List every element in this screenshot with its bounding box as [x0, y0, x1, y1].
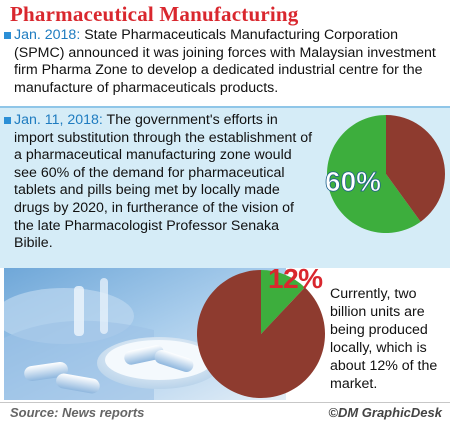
- note-text: Currently, two billion units are being p…: [330, 286, 438, 392]
- credit-label: ©DM GraphicDesk: [328, 405, 442, 420]
- pie-slice-remainder: [196, 270, 325, 398]
- news-item-text: The government's efforts in import subst…: [14, 112, 313, 252]
- pie-label: 12%: [268, 263, 323, 294]
- pie-label: 60%: [325, 166, 381, 197]
- news-item-date: Jan. 2018:: [14, 27, 81, 43]
- source-label: Source: News reports: [10, 405, 145, 420]
- pie-slice-share: [261, 270, 305, 334]
- news-item-date: Jan. 11, 2018:: [14, 112, 103, 128]
- page-title: Pharmaceutical Manufacturing: [10, 2, 299, 26]
- bullet-icon: [4, 32, 11, 39]
- pie-slice-share: [326, 115, 421, 233]
- pie-slice-remainder: [386, 115, 445, 222]
- pie-chart-12: [196, 270, 325, 398]
- news-item-2: Jan. 11, 2018: The government's efforts …: [14, 112, 314, 253]
- footer: [0, 402, 450, 428]
- news-item-1: Jan. 2018: State Pharmaceuticals Manufac…: [14, 27, 444, 97]
- pie-chart-60: 60%: [325, 115, 445, 233]
- section-divider: [0, 106, 450, 108]
- news-item-text: State Pharmaceuticals Manufacturing Corp…: [14, 27, 436, 96]
- bullet-icon: [4, 117, 11, 124]
